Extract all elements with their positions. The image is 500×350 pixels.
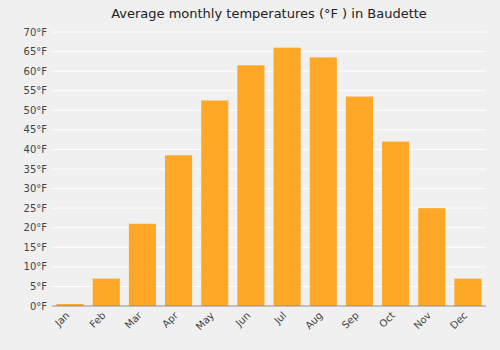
y-tick-label: 15°F (24, 242, 48, 253)
y-tick-label: 5°F (30, 281, 47, 292)
x-tick-label: Jun (233, 310, 253, 330)
bar (93, 279, 120, 306)
bar (382, 142, 409, 306)
grid-line (52, 110, 486, 111)
grid-line (52, 51, 486, 52)
grid-line (52, 169, 486, 170)
x-tick-label: Apr (160, 309, 181, 330)
bars (57, 48, 482, 306)
y-tick-label: 35°F (24, 164, 48, 175)
x-tick-label: May (194, 310, 216, 332)
grid-line (52, 90, 486, 91)
bar (274, 48, 301, 306)
y-tick-label: 45°F (24, 124, 48, 135)
x-tick-label: Aug (303, 310, 325, 332)
grid-line (52, 149, 486, 150)
x-tick-label: Feb (87, 310, 107, 330)
chart-svg: Average monthly temperatures (°F ) in Ba… (0, 0, 500, 350)
grid (52, 32, 486, 306)
y-tick-label: 65°F (24, 46, 48, 57)
y-tick-label: 40°F (24, 144, 48, 155)
bar (418, 208, 445, 306)
bar (201, 101, 228, 307)
y-tick-label: 55°F (24, 85, 48, 96)
y-tick-label: 20°F (24, 222, 48, 233)
y-tick-label: 25°F (24, 203, 48, 214)
y-tick-label: 10°F (24, 261, 48, 272)
bar (310, 57, 337, 306)
bar (346, 97, 373, 306)
x-tick-label: Mar (123, 309, 145, 331)
y-tick-label: 0°F (30, 301, 47, 312)
bar (237, 65, 264, 306)
x-tick-label: Jul (271, 310, 288, 327)
x-tick-label: Oct (377, 310, 397, 330)
chart-container: Average monthly temperatures (°F ) in Ba… (0, 0, 500, 350)
bar (129, 224, 156, 306)
x-axis-line (52, 306, 486, 307)
y-tick-label: 30°F (24, 183, 48, 194)
bar (165, 155, 192, 306)
x-tick-label: Nov (412, 310, 434, 332)
grid-line (52, 188, 486, 189)
y-tick-label: 50°F (24, 105, 48, 116)
grid-line (52, 306, 486, 307)
x-tick-label: Dec (448, 310, 469, 331)
grid-line (52, 32, 486, 33)
y-tick-label: 70°F (24, 27, 48, 38)
bar (454, 279, 481, 306)
y-tick-label: 60°F (24, 66, 48, 77)
grid-line (52, 71, 486, 72)
title: Average monthly temperatures (°F ) in Ba… (111, 6, 427, 21)
x-tick-label: Jan (52, 310, 71, 329)
grid-line (52, 129, 486, 130)
background (0, 0, 500, 350)
x-tick-label: Sep (340, 310, 361, 331)
